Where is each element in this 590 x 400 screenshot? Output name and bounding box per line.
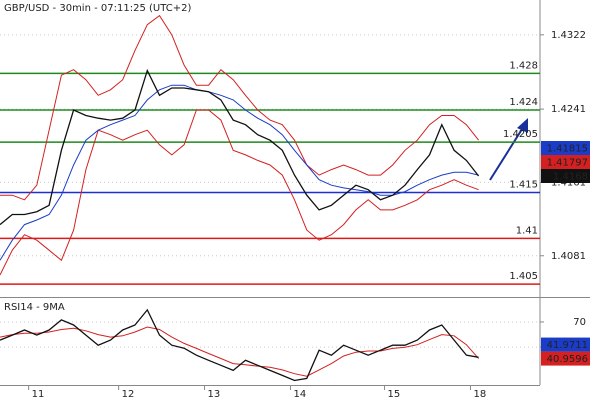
price-marker	[541, 141, 590, 155]
y-tick-label: 1.4322	[551, 30, 586, 41]
series-line	[0, 308, 479, 382]
price-marker	[541, 337, 590, 352]
price-marker	[541, 351, 590, 366]
price-marker-label: 1.4168	[553, 172, 588, 183]
price-marker-label: 1.41797	[547, 158, 588, 169]
price-marker-label: 40.9596	[547, 354, 588, 365]
x-tick-label: 15	[388, 389, 401, 400]
x-tick-label: 12	[122, 389, 135, 400]
series-line	[0, 14, 479, 201]
y-tick-label: 1.4241	[551, 104, 586, 115]
level-label: 1.428	[509, 60, 538, 71]
x-tick-label: 13	[208, 389, 221, 400]
level-label: 1.4205	[503, 129, 538, 140]
price-marker-label: 41.9711	[547, 340, 588, 351]
x-tick-label: 18	[473, 389, 486, 400]
series-line	[0, 84, 479, 261]
price-marker	[541, 169, 590, 183]
y-tick-label: 1.4081	[551, 251, 586, 262]
level-label: 1.41	[516, 225, 538, 236]
series-line	[0, 109, 479, 276]
level-label: 1.405	[509, 271, 538, 282]
price-marker-label: 1.41815	[547, 144, 588, 155]
x-tick-label: 11	[32, 389, 45, 400]
x-tick-label: 14	[293, 389, 306, 400]
level-label: 1.415	[509, 180, 538, 191]
level-label: 1.424	[509, 97, 538, 108]
rsi-title: RSI14 - 9MA	[4, 302, 65, 313]
series-line	[0, 68, 480, 226]
price-marker	[541, 155, 590, 169]
y-tick-label: 70	[573, 317, 586, 328]
chart-title: GBP/USD - 30min - 07:11:25 (UTC+2)	[4, 3, 191, 14]
arrow	[489, 118, 528, 181]
